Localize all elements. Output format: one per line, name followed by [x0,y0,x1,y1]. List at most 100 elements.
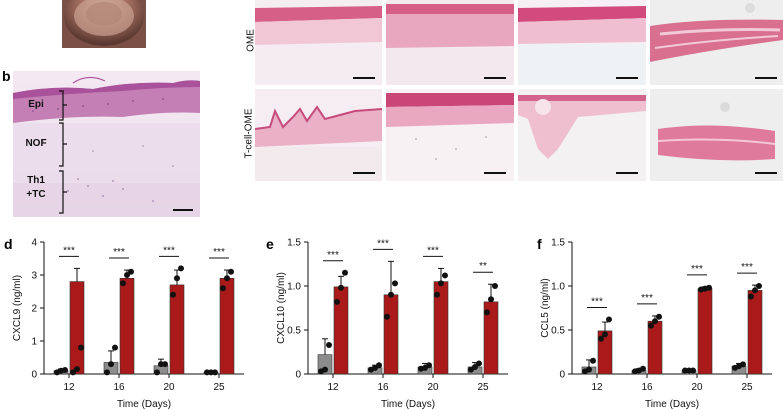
data-point [220,285,226,292]
data-point [434,291,440,298]
x-tick-label: 16 [377,382,389,393]
data-point [640,365,646,372]
culture-dish-image [62,0,146,48]
histology-tcell-tile-3 [518,89,646,181]
x-axis-label: Time (Days) [645,399,699,410]
x-tick-label: 12 [327,382,339,393]
significance-label: *** [427,245,439,256]
layer-label-nof: NOF [25,138,47,149]
y-tick-label: 0 [559,370,565,381]
data-point [492,283,498,289]
data-point [162,361,168,368]
data-point [78,344,84,351]
y-tick-label: 1.5 [287,238,301,249]
histology-ome-tile-3 [518,0,646,85]
bar [119,277,135,375]
x-tick-label: 25 [477,382,489,393]
data-point [656,313,662,320]
data-point [476,360,482,367]
y-tick-label: 0.5 [287,326,301,337]
data-point [112,344,118,351]
data-point [438,280,444,287]
significance-label: *** [163,245,175,256]
data-point [376,362,382,369]
significance-label: *** [741,262,753,273]
x-tick-label: 25 [741,382,753,393]
scale-bar [755,77,777,79]
data-point [178,265,184,272]
tissue-image [255,0,382,85]
data-point [752,287,758,294]
panel-label-b: b [2,68,11,84]
data-point [70,369,76,376]
data-point [426,362,432,369]
layer-label-epi: Epi [28,99,44,110]
data-point [706,284,712,291]
data-point [334,298,340,305]
significance-label: *** [327,250,339,261]
data-point [392,280,398,287]
data-point [124,272,130,278]
data-point [586,366,592,373]
y-axis-label: CXCL10 (ng/ml) [276,272,287,344]
scale-bar-b [173,209,193,211]
significance-label: *** [377,238,389,249]
scale-bar [616,172,638,174]
data-point [74,366,80,373]
y-tick-label: 1.5 [551,238,565,249]
bar [69,281,85,375]
x-axis-label: Time (Days) [381,399,435,410]
data-point [602,331,608,338]
x-tick-label: 12 [63,382,75,393]
scale-bar [755,172,777,174]
histology-ome-tile-2 [386,0,514,85]
bar [697,288,713,375]
x-tick-label: 12 [591,382,603,393]
data-point [174,275,180,282]
scale-bar [353,172,375,174]
y-tick-label: 1.0 [551,282,565,293]
x-axis-label: Time (Days) [117,399,171,410]
y-tick-label: 3 [31,271,37,282]
bar [747,290,763,375]
data-point [484,309,490,316]
layer-label-tc: +TC [26,189,46,200]
data-point [154,369,160,376]
data-point [606,316,612,323]
data-point [748,293,754,300]
significance-label: ** [479,261,487,272]
scale-bar [353,77,375,79]
y-tick-label: 1.0 [287,282,301,293]
tissue-image [386,89,514,181]
tissue-image [650,89,783,181]
tissue-image [518,0,646,85]
y-tick-label: 2 [31,304,37,315]
layer-label-th1: Th1 [27,175,45,186]
data-point [598,335,604,342]
data-point [442,272,448,279]
significance-label: *** [691,264,703,275]
bar [647,320,663,375]
data-point [590,357,596,364]
histology-tcell-tile-4 [650,89,783,181]
data-point [212,369,218,376]
y-axis-label: CXCL9 (ng/ml) [12,275,23,341]
data-point [690,367,696,374]
data-point [170,291,176,298]
histology-section-b: Epi NOF Th1 +TC [13,71,200,217]
histology-ome-tile-1 [255,0,382,85]
data-point [472,363,478,370]
significance-label: *** [213,247,225,258]
data-point [228,268,234,275]
data-point [388,291,394,298]
significance-label: *** [113,247,125,258]
data-point [120,280,126,287]
data-point [322,366,328,373]
row-label-tcell-ome: T-cell-OME [243,108,255,159]
tissue-image [650,0,783,85]
significance-label: *** [641,293,653,304]
culture-dish-photo [62,0,146,48]
panel-label-e: e [266,236,274,252]
x-tick-label: 16 [113,382,125,393]
